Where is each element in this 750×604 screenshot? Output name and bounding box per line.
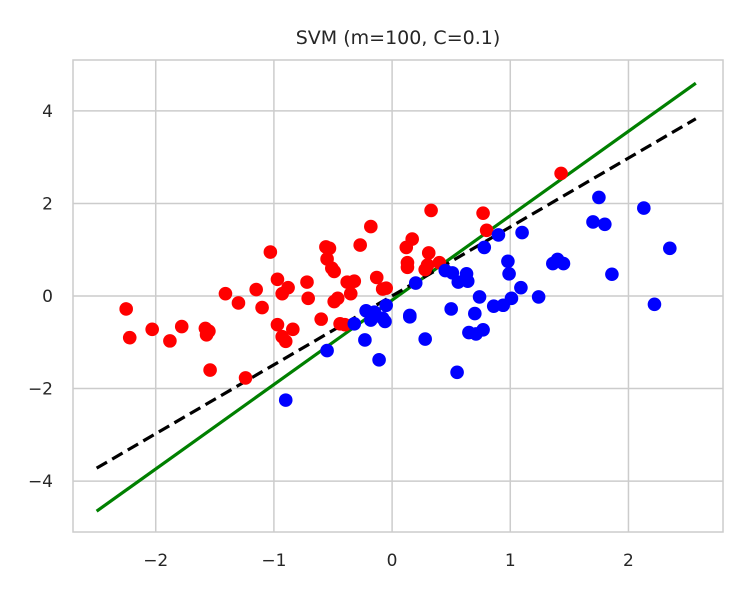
- red-point: [364, 219, 378, 234]
- y-tick-label: 2: [42, 194, 53, 214]
- data-points: [119, 166, 677, 407]
- blue-point: [501, 254, 515, 269]
- red-point: [420, 258, 435, 272]
- x-tick-label: −2: [143, 551, 168, 571]
- blue-point: [491, 228, 506, 242]
- chart-title: SVM (m=100, C=0.1): [296, 27, 501, 49]
- blue-point: [460, 274, 475, 288]
- red-point: [347, 274, 362, 288]
- red-point: [281, 280, 295, 295]
- red-point: [322, 241, 337, 256]
- blue-point: [320, 343, 334, 358]
- blue-point: [504, 291, 519, 306]
- blue-point: [556, 256, 571, 271]
- blue-point: [444, 302, 458, 316]
- red-point: [314, 312, 328, 326]
- blue-point: [637, 201, 651, 215]
- blue-point: [663, 241, 677, 256]
- y-tick-label: −4: [28, 472, 53, 492]
- blue-point: [372, 353, 386, 367]
- red-point: [301, 291, 315, 306]
- red-point: [476, 206, 490, 220]
- blue-point: [347, 316, 362, 331]
- red-point: [231, 296, 246, 310]
- y-tick-label: −2: [28, 380, 53, 400]
- y-tick-label: 0: [42, 287, 53, 307]
- blue-point: [586, 215, 600, 229]
- blue-point: [605, 267, 619, 282]
- plot-frame: [72, 59, 724, 533]
- red-point: [421, 246, 436, 260]
- blue-point: [408, 276, 423, 290]
- red-point: [300, 275, 314, 289]
- red-point: [369, 270, 384, 285]
- blue-point: [598, 217, 612, 232]
- red-point: [353, 238, 367, 252]
- solid-boundary-line: [95, 81, 697, 513]
- red-point: [119, 302, 133, 316]
- red-point: [330, 291, 345, 306]
- red-point: [202, 324, 216, 338]
- blue-point: [378, 314, 392, 329]
- red-point: [270, 317, 285, 332]
- blue-point: [592, 190, 606, 205]
- blue-point: [515, 225, 529, 240]
- blue-point: [450, 365, 464, 380]
- red-point: [286, 322, 300, 337]
- decision-lines: [95, 81, 697, 513]
- grid-lines: [73, 60, 723, 532]
- red-point: [255, 300, 269, 315]
- blue-point: [502, 266, 516, 281]
- blue-point: [278, 393, 293, 407]
- red-point: [163, 334, 177, 348]
- blue-point: [418, 332, 432, 346]
- blue-point: [531, 290, 546, 304]
- red-point: [400, 260, 415, 275]
- red-point: [554, 166, 568, 181]
- blue-point: [468, 306, 482, 321]
- blue-point: [514, 280, 528, 295]
- x-tick-labels: −2 −1 0 1 2: [143, 551, 634, 571]
- red-point: [263, 245, 278, 259]
- blue-point: [476, 322, 490, 337]
- red-point: [238, 371, 253, 385]
- red-point: [218, 286, 233, 301]
- red-point: [327, 264, 341, 279]
- x-tick-label: 1: [505, 551, 516, 571]
- y-tick-labels: −4 −2 0 2 4: [28, 102, 53, 492]
- x-tick-label: 2: [623, 551, 634, 571]
- red-point: [405, 232, 419, 246]
- blue-point: [477, 240, 492, 255]
- red-point: [479, 223, 494, 238]
- red-point: [249, 282, 263, 297]
- red-point: [270, 272, 285, 287]
- blue-point: [472, 290, 487, 304]
- red-point: [343, 286, 358, 301]
- y-tick-label: 4: [42, 102, 53, 122]
- red-point: [278, 334, 293, 349]
- red-point: [122, 330, 137, 345]
- blue-point: [379, 298, 393, 313]
- x-tick-label: −1: [261, 551, 286, 571]
- blue-point: [358, 333, 372, 347]
- red-point: [379, 281, 393, 295]
- red-point: [424, 203, 438, 218]
- red-point: [145, 322, 159, 337]
- x-tick-label: 0: [387, 551, 398, 571]
- dashed-boundary-line: [95, 117, 697, 470]
- red-point: [174, 319, 189, 334]
- blue-point: [403, 308, 417, 323]
- blue-point: [647, 297, 662, 312]
- red-point: [203, 363, 217, 377]
